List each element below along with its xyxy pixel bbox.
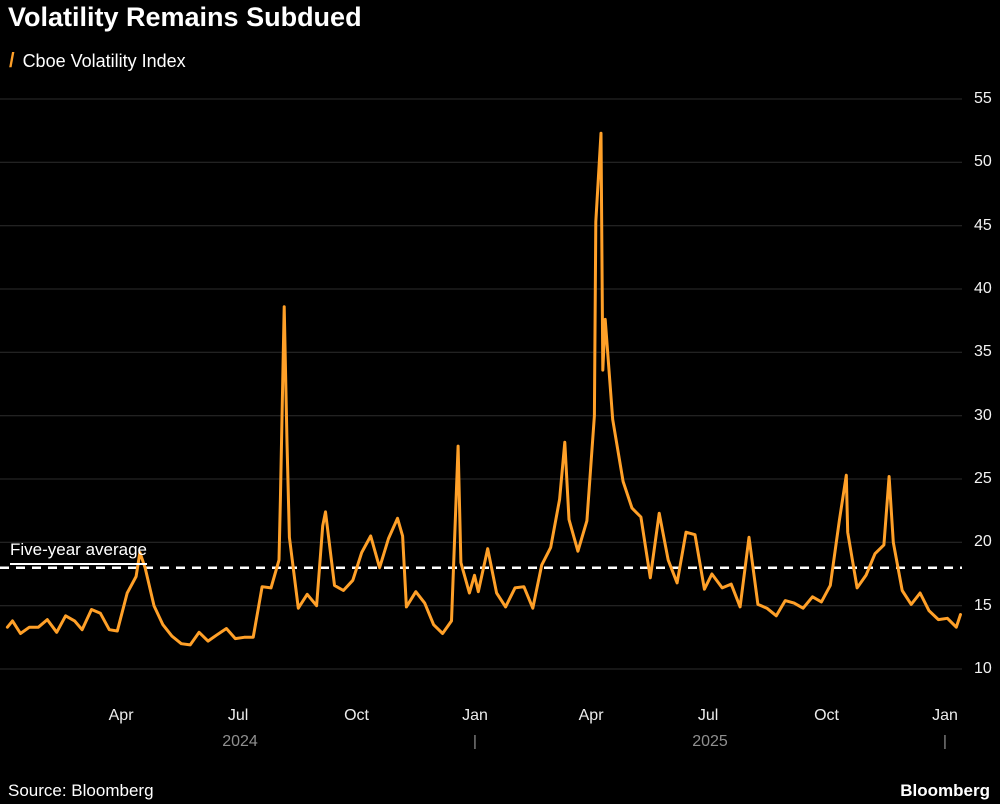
y-axis-label: 30 [974, 406, 992, 424]
y-axis-label: 50 [974, 153, 992, 171]
year-label: 2025 [692, 733, 728, 750]
legend-series-label: Cboe Volatility Index [22, 51, 186, 71]
year-label: 2024 [222, 733, 258, 750]
y-axis-label: 35 [974, 343, 992, 361]
series-swatch-icon: / [9, 50, 15, 72]
x-axis-label: Oct [344, 707, 369, 724]
x-axis-label: Jan [932, 707, 958, 724]
vix-chart-canvas [0, 98, 962, 670]
year-tick: | [473, 733, 477, 750]
source-text: Source: Bloomberg [8, 781, 154, 800]
x-axis-label: Jan [462, 707, 488, 724]
y-axis-label: 20 [974, 533, 992, 551]
vix-line [5, 131, 962, 647]
x-axis-label: Apr [108, 707, 134, 724]
x-axis-label: Jul [227, 707, 249, 724]
y-axis-label: 15 [974, 596, 992, 614]
y-axis-label: 10 [974, 660, 992, 677]
y-axis-label: 40 [974, 280, 992, 297]
x-axis-label: Apr [578, 707, 604, 724]
legend: / Cboe Volatility Index [9, 50, 186, 73]
y-axis-label: 55 [974, 90, 992, 107]
chart-title: Volatility Remains Subdued [8, 2, 362, 32]
x-axis-label: Jul [697, 707, 719, 724]
year-tick: | [943, 733, 947, 750]
y-axis-label: 45 [974, 216, 992, 234]
bloomberg-logo: Bloomberg [900, 781, 990, 800]
y-axis-label: 25 [974, 470, 992, 487]
five-year-average-label: Five-year average [10, 540, 148, 565]
x-axis-label: Oct [814, 707, 839, 724]
